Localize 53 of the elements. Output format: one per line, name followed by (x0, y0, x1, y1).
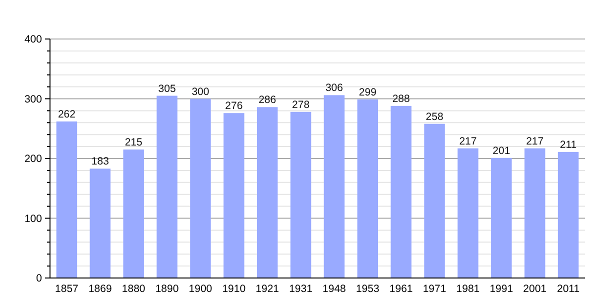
bar (458, 148, 478, 278)
bar (256, 107, 278, 278)
data-label: 217 (526, 135, 544, 148)
bar (56, 121, 78, 278)
bar (324, 95, 345, 278)
y-tick-label: 300 (24, 93, 42, 106)
data-label: 262 (58, 108, 76, 120)
bar (424, 124, 445, 278)
data-label: 183 (91, 156, 110, 168)
x-tick-label: 1857 (55, 283, 79, 295)
data-label: 258 (426, 110, 444, 123)
data-label: 306 (325, 82, 344, 94)
x-tick-label: 1921 (256, 283, 280, 295)
data-label: 286 (258, 94, 276, 106)
x-tick-label: 1869 (88, 283, 112, 295)
x-tick-label: 1890 (155, 283, 179, 295)
bar (190, 98, 211, 278)
x-tick-label: 1910 (222, 283, 246, 295)
bar (156, 96, 178, 278)
y-tick-label: 100 (24, 212, 42, 225)
bar (558, 152, 579, 278)
x-tick-label: 1900 (188, 283, 212, 295)
bar (290, 112, 312, 278)
x-tick-label: 1880 (122, 283, 146, 295)
data-label: 278 (292, 98, 310, 111)
bar (491, 158, 512, 278)
y-tick-label: 200 (24, 153, 42, 166)
x-tick-label: 1931 (289, 283, 313, 295)
bar (524, 148, 546, 278)
data-label: 305 (158, 82, 176, 95)
x-tick-label: 1953 (356, 283, 380, 295)
x-tick-label: 1981 (456, 283, 480, 295)
x-tick-label: 2001 (523, 283, 547, 295)
x-tick-label: 1948 (322, 283, 346, 295)
data-label: 215 (124, 136, 143, 149)
y-tick-label: 400 (24, 34, 42, 46)
data-label: 288 (392, 92, 410, 105)
data-label: 211 (560, 138, 577, 151)
y-tick-label: 0 (36, 272, 42, 285)
x-tick-label: 2011 (556, 283, 580, 295)
bar (224, 113, 244, 278)
bar (357, 99, 378, 278)
data-label: 300 (192, 86, 210, 98)
bar (390, 106, 412, 278)
x-tick-label: 1991 (490, 283, 514, 295)
data-label: 201 (492, 144, 510, 157)
bar (123, 150, 144, 278)
x-tick-label: 1971 (422, 283, 446, 295)
data-label: 299 (358, 86, 377, 98)
bar (90, 168, 111, 278)
x-tick-label: 1961 (389, 283, 413, 295)
data-label: 276 (225, 100, 243, 112)
data-label: 217 (459, 135, 477, 148)
